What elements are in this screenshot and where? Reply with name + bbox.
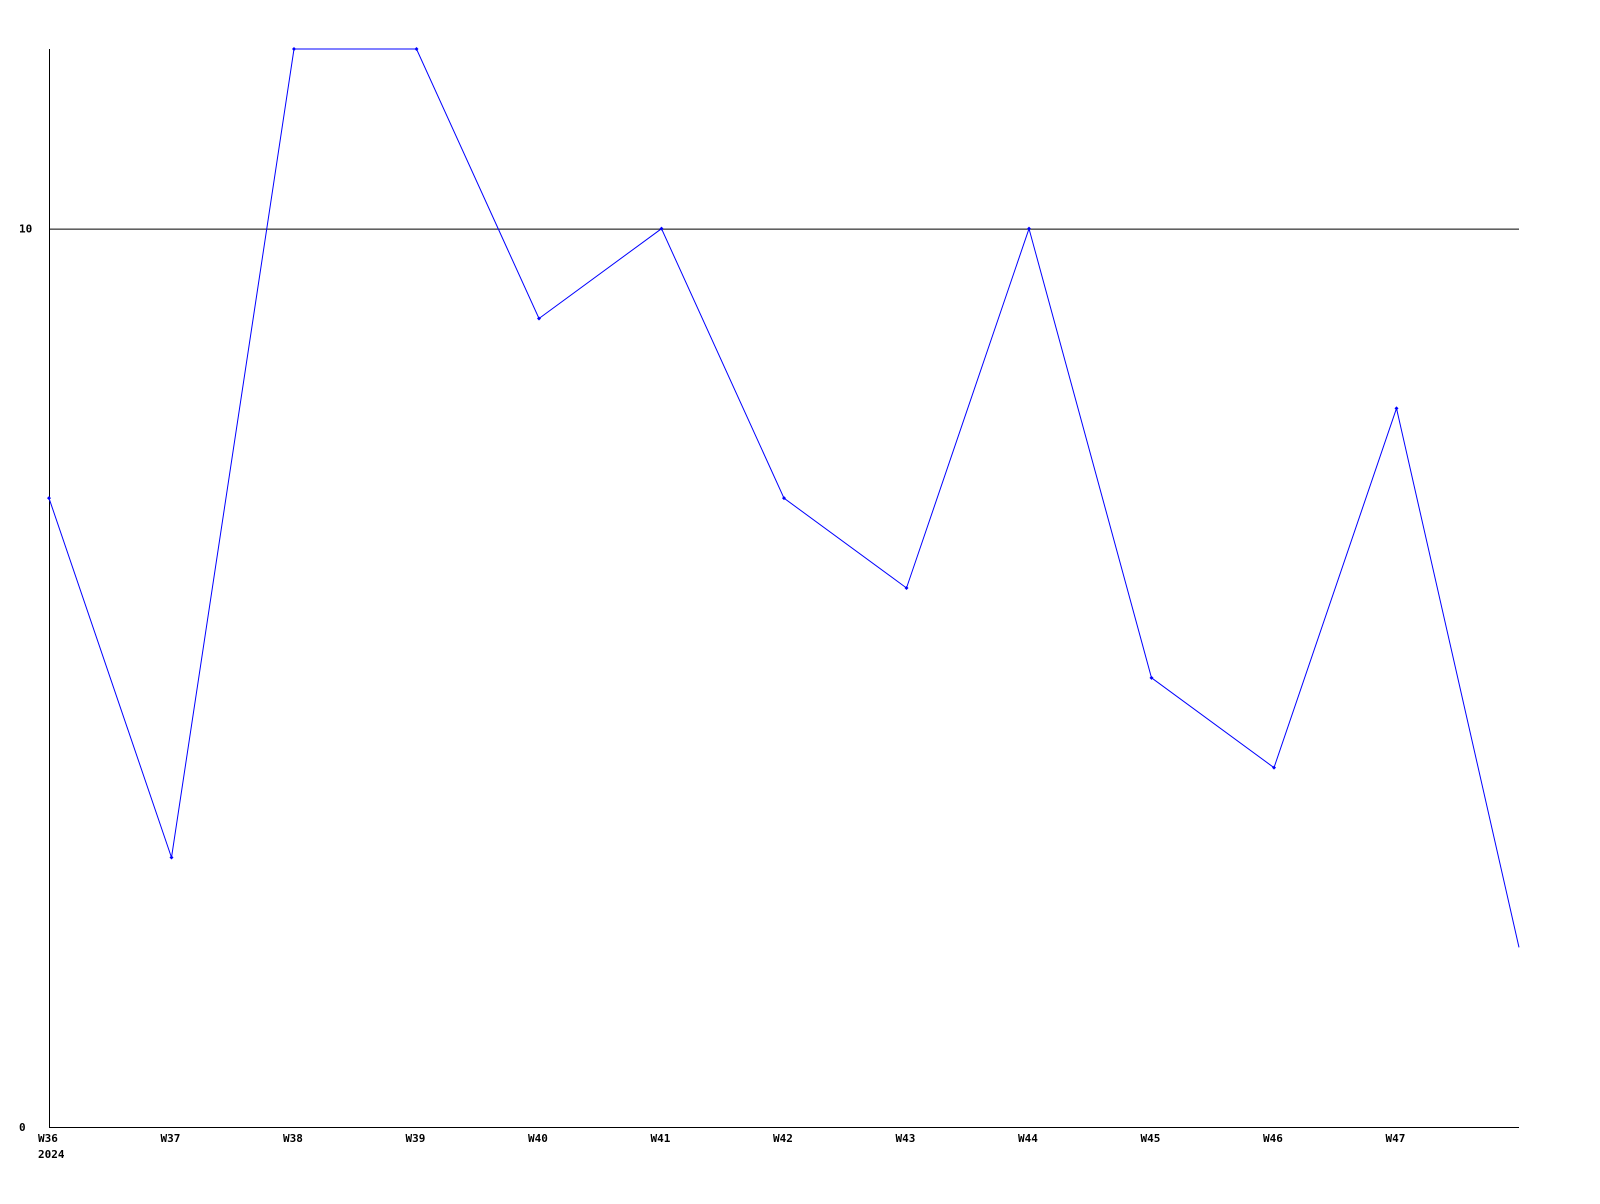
x-tick-label: W38 (283, 1132, 303, 1145)
x-tick-label: W41 (651, 1132, 671, 1145)
data-point (1394, 406, 1399, 411)
y-tick-label: 10 (19, 223, 32, 236)
x-tick-label: W43 (896, 1132, 916, 1145)
x-tick-label: W42 (773, 1132, 793, 1145)
data-point (904, 586, 909, 590)
x-tick-label: W46 (1263, 1132, 1283, 1145)
data-point (659, 226, 664, 231)
x-tick-label: W39 (406, 1132, 426, 1145)
data-point (169, 855, 174, 860)
data-point (292, 47, 296, 51)
x-tick-label: W37 (161, 1132, 181, 1145)
x-tick-label: W47 (1386, 1132, 1406, 1145)
x-year-label: 2024 (38, 1148, 65, 1161)
data-point (1027, 226, 1031, 231)
data-point (1149, 675, 1154, 680)
x-tick-label: W44 (1018, 1132, 1038, 1145)
data-point (47, 496, 51, 501)
data-point (782, 496, 786, 501)
data-point (414, 47, 419, 51)
x-tick-label: W36 (38, 1132, 58, 1145)
y-tick-label: 0 (19, 1121, 26, 1134)
data-point (537, 316, 541, 321)
x-tick-label: W40 (528, 1132, 548, 1145)
x-tick-label: W45 (1141, 1132, 1161, 1145)
data-point (1272, 765, 1276, 770)
